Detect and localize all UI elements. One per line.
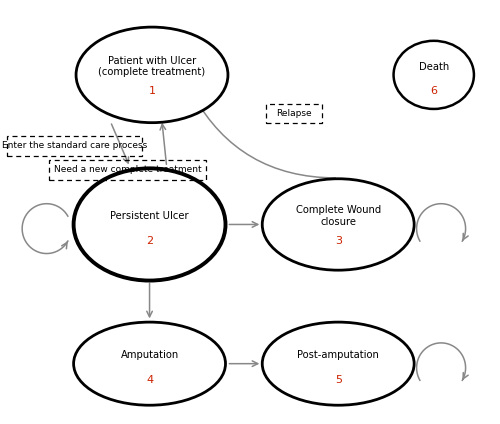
Text: 1: 1 [148,86,156,97]
Text: Patient with Ulcer
(complete treatment): Patient with Ulcer (complete treatment) [98,56,206,77]
Text: Amputation: Amputation [120,350,178,360]
Ellipse shape [74,322,226,405]
Ellipse shape [76,27,228,123]
Text: 3: 3 [334,236,342,246]
Text: 5: 5 [334,375,342,385]
Text: Persistent Ulcer: Persistent Ulcer [110,211,189,221]
Text: 4: 4 [146,375,153,385]
Text: 6: 6 [430,86,437,97]
Text: Need a new complete treatment: Need a new complete treatment [54,165,202,174]
Text: 2: 2 [146,236,153,246]
Ellipse shape [394,41,474,109]
Text: Death: Death [418,61,449,72]
Text: Post-amputation: Post-amputation [298,350,379,360]
Text: Relapse: Relapse [276,109,312,118]
Text: Enter the standard care process: Enter the standard care process [2,142,148,151]
Ellipse shape [262,179,414,270]
Ellipse shape [262,322,414,405]
Text: Complete Wound
closure: Complete Wound closure [296,205,381,227]
Ellipse shape [74,168,226,281]
